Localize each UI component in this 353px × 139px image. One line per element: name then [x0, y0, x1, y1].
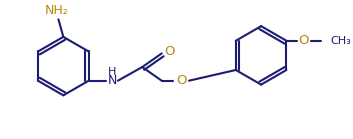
Text: O: O	[176, 74, 186, 87]
Text: O: O	[299, 34, 309, 47]
Text: O: O	[164, 45, 175, 58]
Text: CH₃: CH₃	[330, 36, 351, 46]
Text: N: N	[107, 74, 117, 87]
Text: NH₂: NH₂	[44, 4, 68, 17]
Text: H: H	[108, 67, 116, 77]
